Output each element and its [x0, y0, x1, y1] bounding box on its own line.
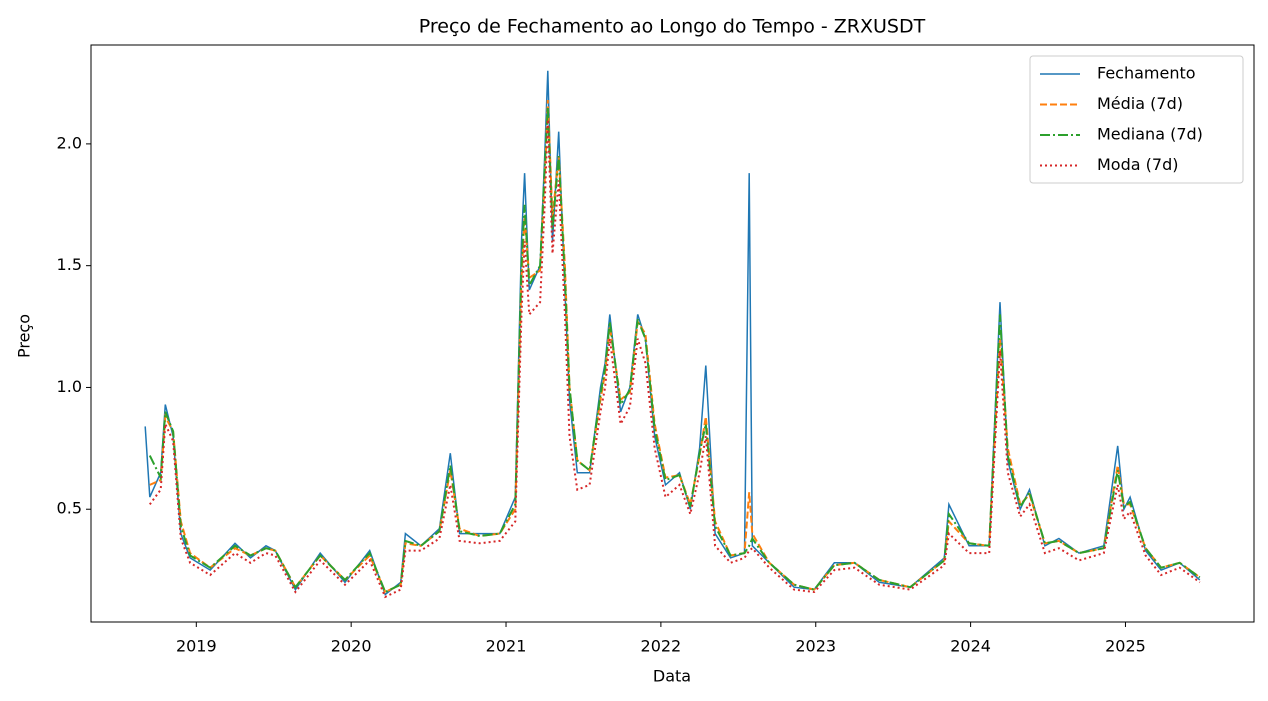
x-tick-label: 2025	[1105, 637, 1146, 656]
legend-label: Média (7d)	[1097, 94, 1183, 113]
legend-label: Moda (7d)	[1097, 155, 1178, 174]
legend-box	[1029, 55, 1244, 184]
x-tick-label: 2023	[795, 637, 836, 656]
y-tick-label: 1.5	[57, 255, 82, 274]
legend-label: Mediana (7d)	[1097, 125, 1203, 144]
legend-label: Fechamento	[1097, 64, 1196, 83]
plot-frame	[90, 44, 1255, 623]
chart-title: Preço de Fechamento ao Longo do Tempo - …	[419, 16, 926, 38]
x-tick-label: 2024	[950, 637, 991, 656]
x-tick-label: 2021	[486, 637, 527, 656]
x-axis-label: Data	[653, 667, 691, 686]
x-tick-label: 2019	[176, 637, 217, 656]
series-line	[148, 107, 1201, 594]
y-tick-label: 2.0	[57, 133, 82, 152]
x-tick-label: 2020	[331, 637, 372, 656]
y-axis-label: Preço	[15, 314, 34, 358]
x-tick-label: 2022	[641, 637, 682, 656]
y-tick-label: 0.5	[57, 499, 82, 518]
y-tick-label: 1.0	[57, 377, 82, 396]
